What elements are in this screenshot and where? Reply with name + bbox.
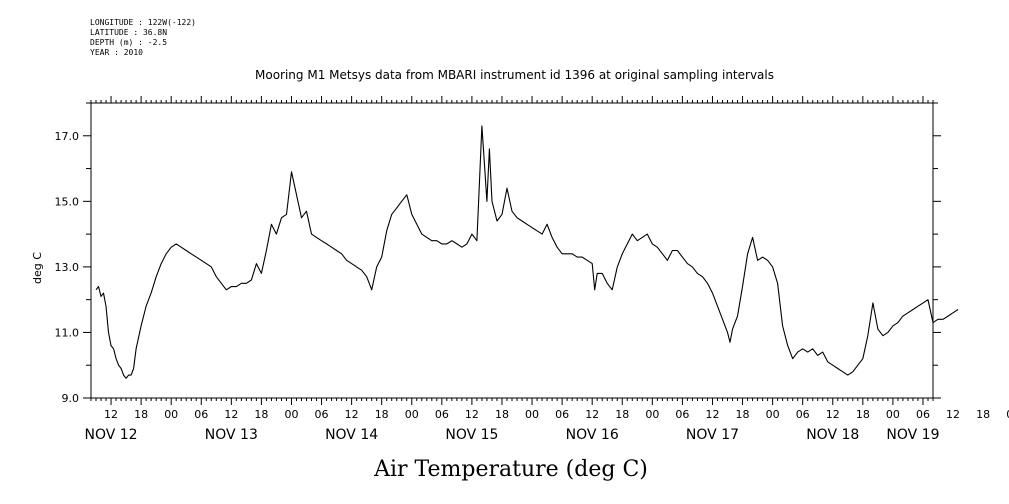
x-date-label: NOV 13 <box>205 427 258 443</box>
x-hour-tick-label: 12 <box>705 408 719 421</box>
y-axis-label: deg C <box>31 252 44 284</box>
x-hour-tick-label: 12 <box>946 408 960 421</box>
x-hour-tick-label: 00 <box>284 408 298 421</box>
x-hour-tick-label: 12 <box>224 408 238 421</box>
x-hour-tick-label: 18 <box>615 408 629 421</box>
x-hour-tick-label: 00 <box>405 408 419 421</box>
metadata-block: LONGITUDE : 122W(-122) LATITUDE : 36.8N … <box>90 18 196 58</box>
axis-tick-labels: 9.0 11.0 13.0 15.0 17.0 12 18 00 06 12 18 00 06 12 18 0… <box>55 130 1009 443</box>
x-hour-tick-label: 18 <box>736 408 750 421</box>
x-hour-tick-label: 12 <box>826 408 840 421</box>
x-date-label: NOV 17 <box>686 427 739 443</box>
x-hour-tick-label: 06 <box>916 408 930 421</box>
depth-label: DEPTH (m) : -2.5 <box>90 38 168 47</box>
x-axis-label: Air Temperature (deg C) <box>373 457 648 482</box>
x-date-label: NOV 15 <box>445 427 498 443</box>
y-tick-label: 9.0 <box>62 392 80 405</box>
x-hour-tick-label: 06 <box>194 408 208 421</box>
x-hour-tick-label: 00 <box>766 408 780 421</box>
latitude-label: LATITUDE : 36.8N <box>90 28 168 37</box>
x-hour-tick-label: 18 <box>976 408 990 421</box>
x-hour-tick-label: 06 <box>435 408 449 421</box>
x-hour-tick-label: 00 <box>1006 408 1009 421</box>
x-hour-tick-label: 06 <box>555 408 569 421</box>
x-hour-tick-label: 12 <box>345 408 359 421</box>
x-date-label: NOV 12 <box>85 427 138 443</box>
plot-frame <box>90 102 934 399</box>
x-hour-tick-label: 00 <box>645 408 659 421</box>
x-hour-tick-label: 18 <box>495 408 509 421</box>
x-hour-tick-label: 06 <box>315 408 329 421</box>
x-hour-tick-label: 18 <box>254 408 268 421</box>
x-hour-tick-label: 00 <box>525 408 539 421</box>
y-tick-label: 15.0 <box>55 195 80 208</box>
chart-title: Mooring M1 Metsys data from MBARI instru… <box>255 68 774 82</box>
y-tick-label: 13.0 <box>55 261 80 274</box>
x-hour-tick-label: 00 <box>164 408 178 421</box>
longitude-label: LONGITUDE : 122W(-122) <box>90 18 196 27</box>
x-hour-tick-label: 18 <box>134 408 148 421</box>
x-hour-tick-label: 12 <box>104 408 118 421</box>
air-temperature-line <box>95 125 959 379</box>
x-date-label: NOV 16 <box>566 427 619 443</box>
year-label: YEAR : 2010 <box>90 48 143 57</box>
y-tick-label: 11.0 <box>55 326 80 339</box>
x-hour-tick-label: 12 <box>465 408 479 421</box>
x-date-label: NOV 18 <box>806 427 859 443</box>
x-hour-tick-label: 06 <box>675 408 689 421</box>
x-hour-tick-label: 18 <box>375 408 389 421</box>
x-hour-tick-label: 18 <box>856 408 870 421</box>
x-hour-tick-label: 06 <box>796 408 810 421</box>
data-series <box>95 125 959 379</box>
plot-border <box>90 102 934 399</box>
x-date-label: NOV 19 <box>886 427 939 443</box>
axis-ticks <box>83 96 941 405</box>
x-hour-tick-label: 12 <box>585 408 599 421</box>
x-date-label: NOV 14 <box>325 427 378 443</box>
y-tick-label: 17.0 <box>55 130 80 143</box>
x-hour-tick-label: 00 <box>886 408 900 421</box>
